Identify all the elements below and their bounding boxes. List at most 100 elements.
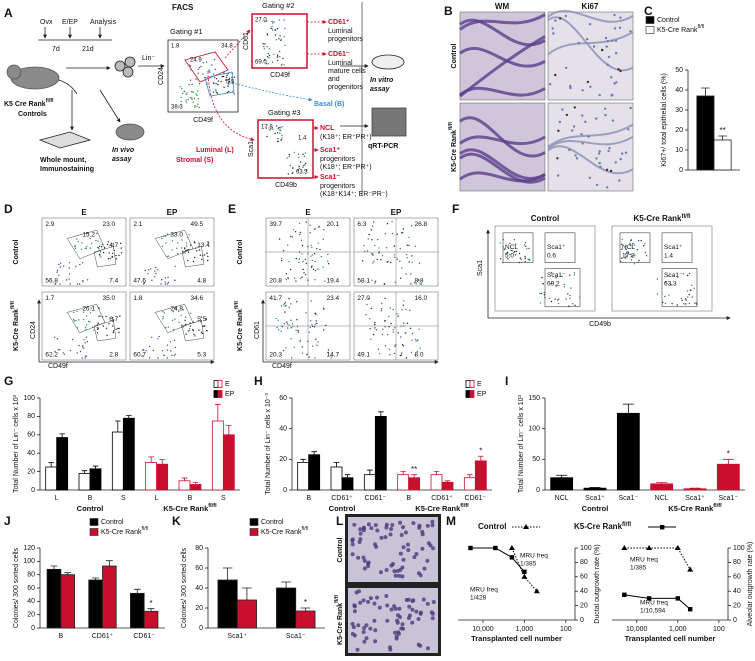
label: Sca1⁺ (320, 147, 340, 154)
genotype-label: K5 Cre Rankfl/fl (4, 98, 54, 107)
y-axis-label: Colonies/ 300 sorted cells (181, 547, 188, 628)
bar (276, 587, 297, 629)
event-dot (282, 349, 285, 352)
gate (544, 268, 581, 308)
annotation: MRU freq (470, 587, 498, 594)
event-dot (529, 259, 531, 262)
bar (46, 568, 62, 629)
event-dot (524, 260, 527, 263)
event-dot (631, 256, 633, 258)
genotype-name: K5-Cre Rank (633, 214, 682, 223)
photo-cell (430, 611, 435, 616)
significance-mark: * (304, 598, 307, 607)
y-tick-label: 0 (580, 617, 584, 624)
event-dot (184, 316, 187, 318)
label: 2.1 (133, 221, 142, 228)
event-dot (543, 291, 545, 294)
event-dot (276, 54, 279, 56)
event-dot (414, 245, 416, 247)
event-dot (513, 250, 516, 253)
photo-cell (584, 120, 587, 124)
event-dot (59, 349, 61, 351)
event-dot (76, 238, 78, 240)
error-bar (50, 565, 58, 570)
y-tick-label: 100 (23, 558, 35, 565)
event-dot (274, 29, 276, 31)
event-dot (400, 277, 402, 279)
label: CD24 (30, 321, 37, 339)
photo-cell (357, 540, 362, 544)
event-dot (121, 252, 123, 254)
event-dot (363, 245, 365, 247)
event-dot (621, 257, 623, 259)
event-dot (406, 322, 409, 324)
error-bar (281, 581, 291, 588)
event-dot (378, 353, 381, 355)
event-dot (526, 248, 528, 250)
event-dot (396, 313, 398, 315)
photo-cell (397, 606, 402, 611)
y-tick-label: 60 (733, 574, 741, 581)
photo-cell (627, 128, 630, 131)
event-dot (213, 82, 215, 84)
label: 1.7 (45, 295, 54, 302)
event-dot (391, 220, 393, 223)
event-dot (621, 238, 623, 241)
annotation: 1/428 (470, 595, 487, 602)
event-dot (554, 298, 556, 300)
event-dot (119, 242, 122, 244)
event-dot (185, 99, 187, 101)
x-tick-label: 10,000 (626, 626, 648, 633)
event-dot (314, 357, 316, 359)
label: CD49b (275, 182, 297, 189)
y-tick-label: 40 (580, 588, 588, 595)
genotype-name: K5-Cre Rank (261, 529, 302, 536)
event-dot (324, 280, 326, 282)
event-dot (75, 320, 77, 322)
event-dot (561, 275, 563, 277)
point (675, 596, 681, 601)
photo-cell (581, 89, 584, 92)
event-dot (115, 328, 117, 330)
event-dot (304, 152, 307, 154)
x-tick-label: Sca1⁻ (286, 633, 306, 640)
event-dot (403, 300, 405, 302)
event-dot (288, 306, 290, 309)
event-dot (166, 349, 168, 351)
event-dot (515, 254, 517, 256)
event-dot (625, 255, 627, 257)
y-tick-label: 150 (528, 395, 540, 402)
event-dot (180, 101, 182, 103)
label: Stromal (S) (176, 157, 213, 164)
photo-cell (554, 19, 557, 22)
y-tick-label: 0 (733, 617, 737, 624)
event-dot (96, 328, 99, 331)
y-tick-label: 100 (733, 545, 745, 552)
error-bar (444, 480, 451, 483)
event-dot (106, 334, 108, 337)
event-dot (216, 78, 218, 80)
photo-cell (350, 537, 355, 542)
photo-cell (411, 521, 416, 526)
legend-swatch (469, 390, 475, 398)
point (646, 545, 653, 550)
photo-structure (459, 18, 546, 47)
genotype-name: K5-Cre Rank (163, 504, 209, 513)
event-dot (89, 247, 92, 249)
bar (297, 461, 310, 491)
event-dot (233, 93, 235, 95)
event-dot (156, 269, 159, 271)
event-dot (185, 333, 187, 335)
event-dot (285, 278, 287, 281)
event-dot (297, 156, 300, 158)
event-dot (688, 272, 691, 275)
event-dot (194, 256, 196, 259)
event-dot (93, 329, 95, 331)
label: Control (337, 538, 344, 563)
x-tick-label: CD61⁺ (431, 495, 453, 502)
event-dot (90, 307, 92, 309)
error-bar (181, 477, 188, 481)
event-dot (656, 293, 659, 295)
photo-cell (356, 623, 361, 628)
